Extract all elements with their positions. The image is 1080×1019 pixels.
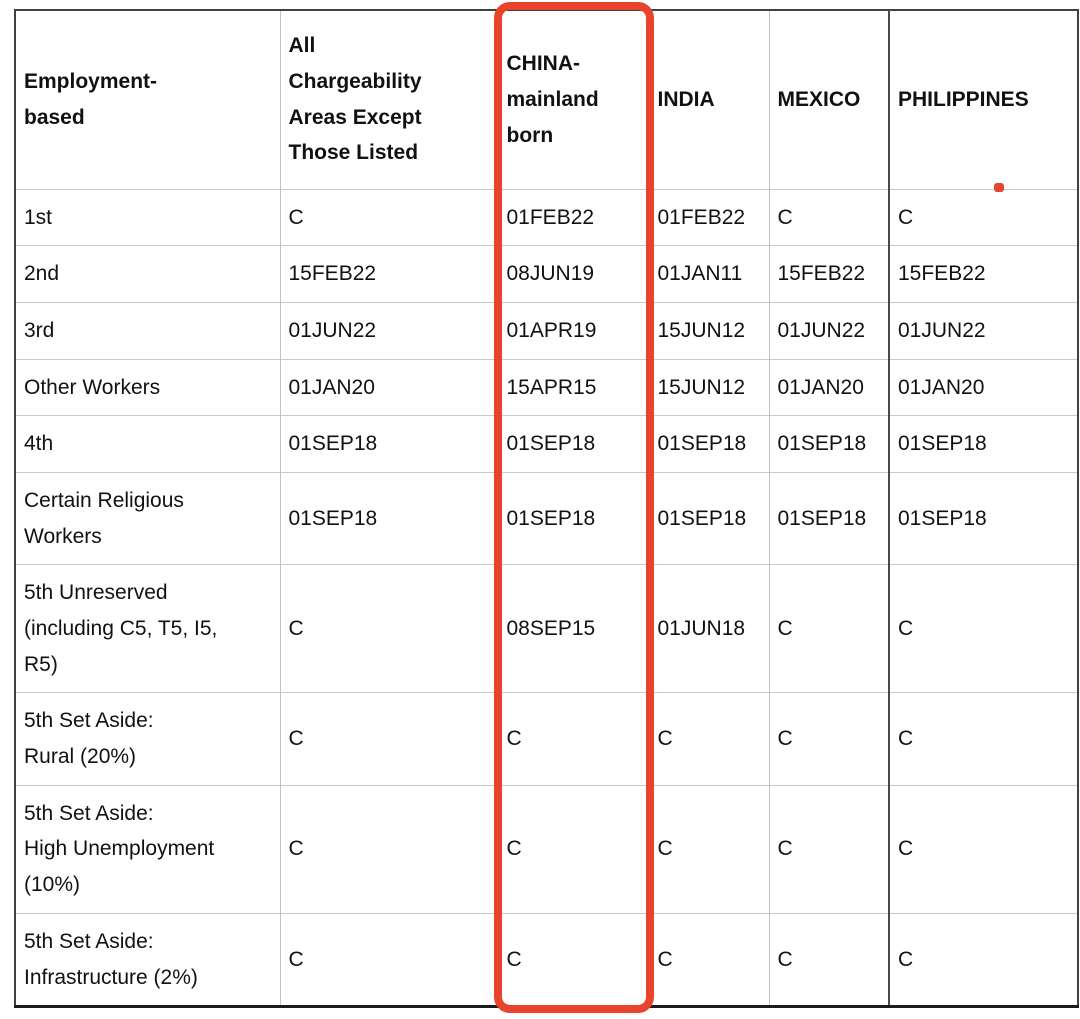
cell-philippines: C <box>888 564 1078 693</box>
cell-india: 01JAN11 <box>648 245 769 303</box>
cell-all-chargeability: C <box>279 188 498 246</box>
annotation-dot <box>994 183 1004 192</box>
cell-philippines: C <box>888 188 1078 246</box>
cell-china: C <box>497 912 649 1007</box>
cell-philippines: C <box>888 692 1078 786</box>
cell-mexico: C <box>768 912 889 1007</box>
cell-china: C <box>497 692 649 786</box>
cell-china: 01SEP18 <box>497 471 649 565</box>
cell-all-chargeability: 01JUN22 <box>279 301 498 360</box>
cell-mexico: 01JAN20 <box>768 358 889 416</box>
table-row: 4th 01SEP18 01SEP18 01SEP18 01SEP18 01SE… <box>15 415 1078 473</box>
cell-philippines: C <box>888 784 1078 914</box>
cell-mexico: C <box>768 784 889 914</box>
row-category: 3rd <box>15 301 280 360</box>
visa-bulletin-table-container: Employment- based All Chargeability Area… <box>14 9 1079 1009</box>
cell-mexico: C <box>768 564 889 693</box>
cell-mexico: 01SEP18 <box>768 471 889 565</box>
cell-china: 01FEB22 <box>497 188 649 246</box>
column-header-mexico: MEXICO <box>768 10 889 189</box>
row-category: 5th Set Aside: Infrastructure (2%) <box>15 912 280 1007</box>
cell-china: 01SEP18 <box>497 415 649 473</box>
table-body: 1st C 01FEB22 01FEB22 C C 2nd 15FEB22 08… <box>15 188 1078 1007</box>
cell-india: 01JUN18 <box>648 564 769 693</box>
table-row: 5th Set Aside: Rural (20%) C C C C C <box>15 692 1078 786</box>
cell-india: C <box>648 784 769 914</box>
cell-all-chargeability: C <box>279 912 498 1007</box>
cell-india: C <box>648 692 769 786</box>
employment-based-visa-table: Employment- based All Chargeability Area… <box>14 9 1079 1009</box>
table-header: Employment- based All Chargeability Area… <box>15 10 1078 189</box>
header-row: Employment- based All Chargeability Area… <box>15 10 1078 189</box>
cell-china: 08SEP15 <box>497 564 649 693</box>
cell-mexico: C <box>768 188 889 246</box>
table-row: 3rd 01JUN22 01APR19 15JUN12 01JUN22 01JU… <box>15 301 1078 360</box>
row-category: 1st <box>15 188 280 246</box>
cell-mexico: 15FEB22 <box>768 245 889 303</box>
cell-india: 15JUN12 <box>648 358 769 416</box>
cell-all-chargeability: C <box>279 784 498 914</box>
column-header-employment-based: Employment- based <box>24 70 158 129</box>
cell-mexico: 01SEP18 <box>768 415 889 473</box>
column-header-philippines: PHILIPPINES <box>888 10 1078 189</box>
cell-all-chargeability: 15FEB22 <box>279 245 498 303</box>
row-category: 5th Set Aside: Rural (20%) <box>15 692 280 786</box>
cell-india: 15JUN12 <box>648 301 769 360</box>
cell-all-chargeability: 01SEP18 <box>279 415 498 473</box>
cell-india: 01SEP18 <box>648 415 769 473</box>
cell-all-chargeability: 01SEP18 <box>279 471 498 565</box>
cell-all-chargeability: 01JAN20 <box>279 358 498 416</box>
table-row: 5th Set Aside: High Unemployment (10%) C… <box>15 784 1078 914</box>
cell-china: C <box>497 784 649 914</box>
cell-philippines: 01JUN22 <box>888 301 1078 360</box>
column-header-china-mainland-born: CHINA- mainland born <box>497 10 649 189</box>
cell-philippines: C <box>888 912 1078 1007</box>
row-category: 5th Set Aside: High Unemployment (10%) <box>15 784 280 914</box>
row-category: Certain Religious Workers <box>15 471 280 565</box>
cell-all-chargeability: C <box>279 564 498 693</box>
table-row: 2nd 15FEB22 08JUN19 01JAN11 15FEB22 15FE… <box>15 245 1078 303</box>
cell-china: 08JUN19 <box>497 245 649 303</box>
cell-china: 01APR19 <box>497 301 649 360</box>
cell-philippines: 01SEP18 <box>888 415 1078 473</box>
cell-india: 01FEB22 <box>648 188 769 246</box>
cell-mexico: 01JUN22 <box>768 301 889 360</box>
row-category: 2nd <box>15 245 280 303</box>
row-category: 5th Unreserved (including C5, T5, I5, R5… <box>15 564 280 693</box>
cell-philippines: 15FEB22 <box>888 245 1078 303</box>
table-row: 5th Set Aside: Infrastructure (2%) C C C… <box>15 912 1078 1007</box>
column-header-all-chargeability: All Chargeability Areas Except Those Lis… <box>279 10 498 189</box>
table-row: Other Workers 01JAN20 15APR15 15JUN12 01… <box>15 358 1078 416</box>
cell-china: 15APR15 <box>497 358 649 416</box>
cell-philippines: 01JAN20 <box>888 358 1078 416</box>
row-category: 4th <box>15 415 280 473</box>
cell-india: C <box>648 912 769 1007</box>
table-row: 1st C 01FEB22 01FEB22 C C <box>15 188 1078 246</box>
row-category: Other Workers <box>15 358 280 416</box>
cell-india: 01SEP18 <box>648 471 769 565</box>
table-row: Certain Religious Workers 01SEP18 01SEP1… <box>15 471 1078 565</box>
cell-philippines: 01SEP18 <box>888 471 1078 565</box>
column-header-india: INDIA <box>648 10 769 189</box>
cell-mexico: C <box>768 692 889 786</box>
table-row: 5th Unreserved (including C5, T5, I5, R5… <box>15 564 1078 693</box>
cell-all-chargeability: C <box>279 692 498 786</box>
